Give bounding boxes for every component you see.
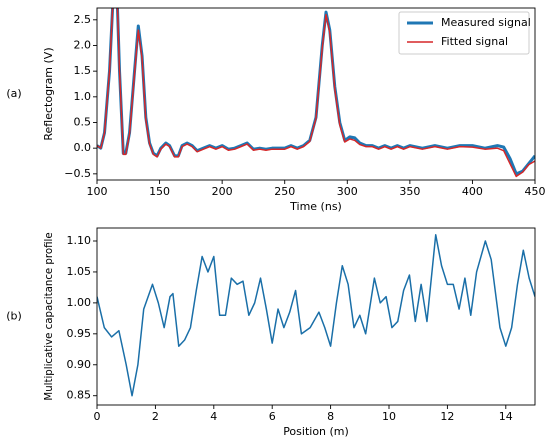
axes-frame (96, 227, 536, 406)
x-tick-label: 6 (269, 410, 276, 423)
x-tick-label: 100 (87, 185, 108, 198)
x-tick-label: 14 (499, 410, 513, 423)
x-tick-label: 300 (337, 185, 358, 198)
axes-frame (96, 7, 536, 181)
y-tick-label: 0.90 (67, 358, 92, 371)
y-tick-label: 0.85 (67, 389, 92, 402)
y-tick-label: 1.05 (67, 265, 92, 278)
y-tick-label: 0.95 (67, 327, 92, 340)
plot-lines (97, 234, 535, 397)
y-tick-label: 1.5 (74, 64, 92, 77)
y-tick-label: 0.5 (74, 115, 92, 128)
y-tick-label: 1.10 (67, 234, 92, 247)
x-tick-label: 200 (212, 185, 233, 198)
panel-label: (a) (6, 87, 21, 100)
x-axis-label: Time (ns) (289, 200, 342, 213)
panel-label: (b) (6, 310, 22, 323)
y-tick-label: 1.0 (74, 90, 92, 103)
x-tick-label: 4 (210, 410, 217, 423)
data-line (97, 8, 535, 178)
y-tick-label: −0.5 (64, 167, 91, 180)
x-tick-label: 2 (152, 410, 159, 423)
x-tick-label: 12 (440, 410, 454, 423)
legend-label: Measured signal (441, 16, 531, 29)
y-tick-label: 2.0 (74, 38, 92, 51)
y-tick-label: 0.0 (74, 141, 92, 154)
x-tick-label: 400 (462, 185, 483, 198)
x-tick-label: 250 (274, 185, 295, 198)
x-tick-label: 150 (149, 185, 170, 198)
x-tick-label: 450 (525, 185, 546, 198)
data-line (97, 234, 535, 397)
x-tick-label: 10 (382, 410, 396, 423)
x-axis-label: Position (m) (283, 425, 349, 438)
plot-lines (97, 8, 535, 178)
y-axis-label: Multiplicative capacitance profile (44, 232, 55, 400)
y-tick-label: 2.5 (74, 13, 92, 26)
legend-label: Fitted signal (441, 35, 508, 48)
x-tick-label: 350 (399, 185, 420, 198)
x-tick-label: 0 (94, 410, 101, 423)
y-tick-label: 1.00 (67, 296, 92, 309)
y-axis-label: Reflectogram (V) (42, 47, 55, 140)
x-tick-label: 8 (327, 410, 334, 423)
